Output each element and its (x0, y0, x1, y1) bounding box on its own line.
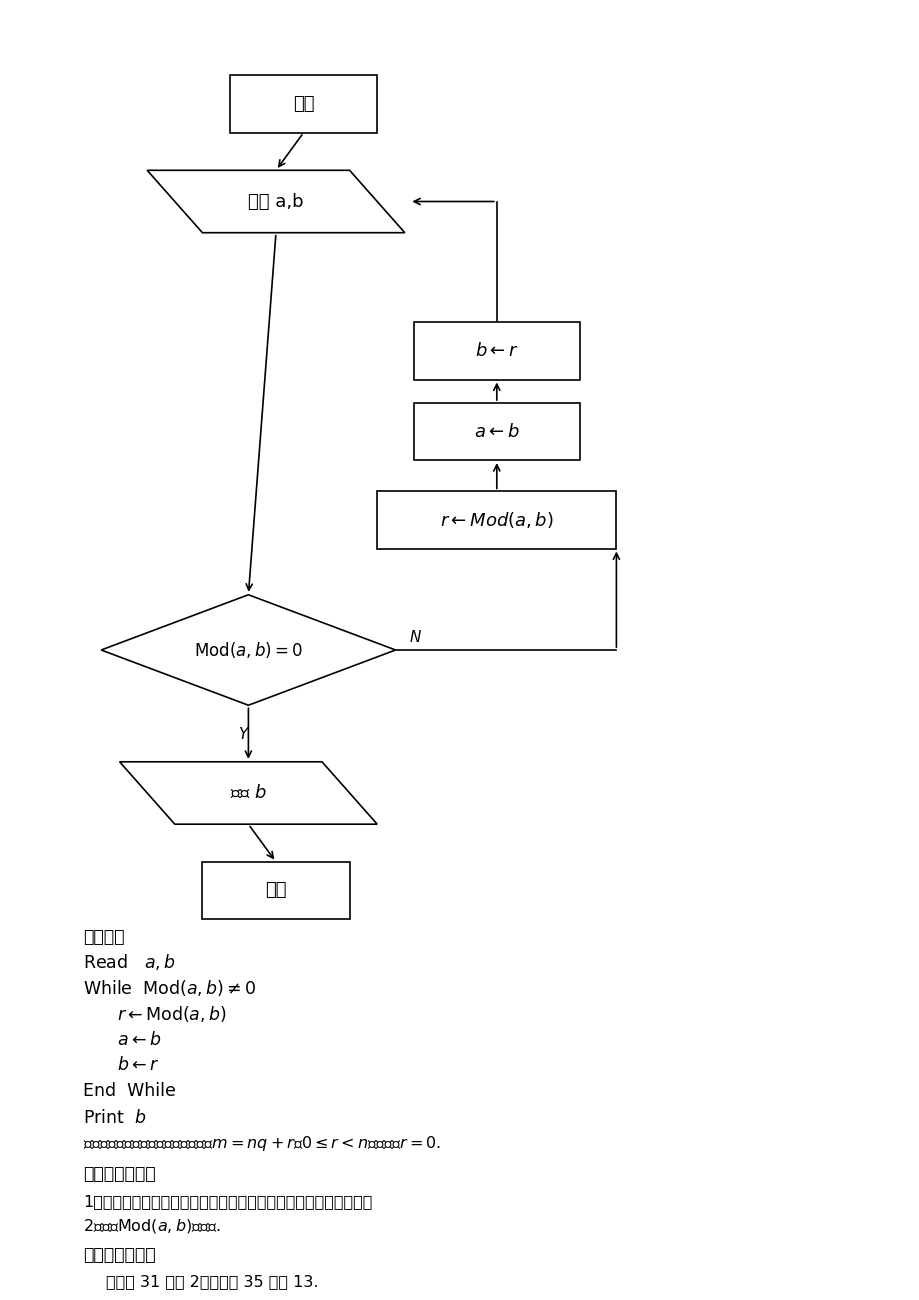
Text: $\mathrm{Mod}(a,b)=0$: $\mathrm{Mod}(a,b)=0$ (194, 640, 302, 660)
Text: 课本第 31 页第 2；课本第 35 页第 13.: 课本第 31 页第 2；课本第 35 页第 13. (106, 1274, 318, 1290)
Text: 开始: 开始 (292, 95, 314, 113)
Text: While  $\mathrm{Mod}(a,b)\neq 0$: While $\mathrm{Mod}(a,b)\neq 0$ (83, 979, 256, 998)
Text: 输出 $b$: 输出 $b$ (230, 784, 267, 802)
Text: 四、回顾小结：: 四、回顾小结： (83, 1165, 155, 1183)
Text: 结束: 结束 (265, 881, 287, 900)
FancyBboxPatch shape (202, 862, 349, 919)
FancyBboxPatch shape (414, 403, 579, 460)
Text: 用较大的数除以较小的数，得到除式$m = nq + r$（$0 \leq r < n$），直到$r = 0$.: 用较大的数除以较小的数，得到除式$m = nq + r$（$0 \leq r <… (83, 1134, 440, 1153)
Text: Read   $a,b$: Read $a,b$ (83, 953, 176, 972)
Text: End  While: End While (83, 1082, 176, 1100)
Text: $a \leftarrow b$: $a \leftarrow b$ (473, 422, 519, 441)
Polygon shape (101, 595, 395, 705)
Polygon shape (147, 170, 404, 233)
Text: $b \leftarrow r$: $b \leftarrow r$ (106, 1056, 159, 1074)
Text: 1．辗转相除法与更相减损术中蕴含的数学原理及算法语言的表示；: 1．辗转相除法与更相减损术中蕴含的数学原理及算法语言的表示； (83, 1193, 372, 1209)
Text: 输入 a,b: 输入 a,b (248, 192, 303, 211)
Text: $b \leftarrow r$: $b \leftarrow r$ (474, 342, 518, 360)
Text: 五、课外作业：: 五、课外作业： (83, 1245, 155, 1264)
FancyBboxPatch shape (230, 75, 377, 133)
Text: 伪代码：: 伪代码： (83, 928, 124, 946)
Text: $a \leftarrow b$: $a \leftarrow b$ (106, 1031, 161, 1049)
Text: $Y$: $Y$ (237, 725, 250, 742)
Polygon shape (119, 762, 377, 824)
FancyBboxPatch shape (414, 322, 579, 380)
Text: $N$: $N$ (409, 629, 422, 645)
FancyBboxPatch shape (377, 491, 616, 549)
Text: 2．函数$\mathrm{Mod}(a,b)$的含义.: 2．函数$\mathrm{Mod}(a,b)$的含义. (83, 1217, 221, 1235)
Text: $r \leftarrow \mathrm{Mod}(a,b)$: $r \leftarrow \mathrm{Mod}(a,b)$ (106, 1005, 226, 1024)
Text: Print  $b$: Print $b$ (83, 1109, 146, 1127)
Text: $r \leftarrow Mod(a,b)$: $r \leftarrow Mod(a,b)$ (439, 510, 553, 530)
